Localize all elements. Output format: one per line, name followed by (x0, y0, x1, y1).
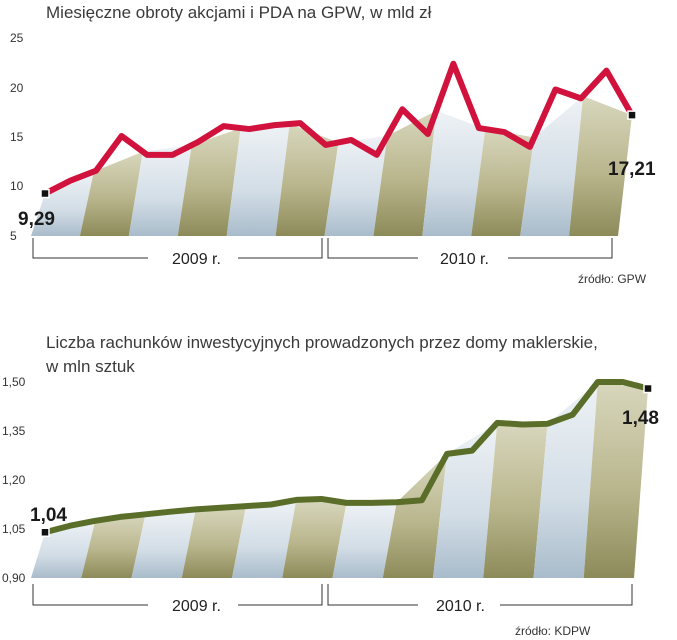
first-point-marker (40, 188, 50, 199)
plot-band (332, 502, 397, 578)
y-axis: 1,50 1,35 1,20 1,05 0,90 (2, 375, 26, 585)
y-tick-label: 1,35 (2, 424, 26, 438)
year-label: 2009 r. (172, 251, 221, 268)
plot-band (181, 506, 246, 578)
last-point-marker (627, 110, 637, 120)
year-label: 2009 r. (172, 598, 221, 615)
plot-band (569, 96, 632, 236)
plot-band (483, 422, 548, 578)
y-tick-label: 1,20 (2, 473, 26, 487)
chart-turnover: Miesięczne obroty akcjami i PDA na GPW, … (10, 3, 656, 286)
series-line (40, 60, 637, 199)
year-bracket-2009 (32, 238, 323, 259)
series-line (40, 379, 653, 538)
plot-band (232, 499, 297, 578)
last-point-marker (643, 383, 653, 394)
plot-band (520, 96, 584, 236)
last-value-label: 17,21 (608, 159, 656, 180)
plot-band (471, 129, 535, 236)
year-label: 2010 r. (440, 251, 489, 268)
y-tick-label: 1,05 (2, 522, 26, 536)
series-line-path (42, 60, 635, 197)
last-value-label: 1,48 (622, 408, 659, 429)
y-tick-label: 10 (10, 179, 24, 193)
plot-band (31, 171, 94, 236)
y-tick-label: 15 (10, 130, 24, 144)
first-point-marker (40, 527, 50, 538)
first-value-label: 9,29 (18, 209, 55, 230)
plot-band (373, 110, 437, 236)
y-tick-label: 25 (10, 31, 24, 45)
plot-band (533, 382, 598, 578)
year-bracket-2010 (327, 584, 633, 606)
plot-band (433, 422, 498, 578)
plot-band (128, 145, 192, 236)
plot-band (226, 123, 290, 236)
series-line-path (42, 379, 651, 536)
plot-band (131, 509, 196, 578)
plot-band (583, 382, 648, 578)
x-axis-years: 2009 r. 2010 r. (32, 238, 613, 268)
y-tick-label: 1,50 (2, 375, 26, 389)
y-axis: 25 20 15 10 5 (10, 31, 24, 243)
plot-band (81, 514, 146, 578)
y-tick-label: 5 (10, 229, 17, 243)
source-note: źródło: GPW (578, 272, 647, 286)
plot-bands (31, 382, 648, 578)
plot-band (177, 128, 241, 236)
source-note: źródło: KDPW (515, 624, 591, 638)
plot-band (324, 135, 388, 236)
plot-band (275, 123, 339, 236)
y-tick-label: 0,90 (2, 571, 26, 585)
chart-accounts: Liczba rachunków inwestycyjnych prowadzo… (2, 333, 659, 638)
plot-band (422, 110, 486, 236)
year-bracket-2009 (32, 584, 323, 606)
year-bracket-2010 (327, 238, 613, 259)
chart-title: Miesięczne obroty akcjami i PDA na GPW, … (46, 3, 432, 22)
y-tick-label: 20 (10, 81, 24, 95)
chart-title-line2: w mln sztuk (45, 357, 135, 376)
first-value-label: 1,04 (30, 505, 67, 526)
chart-title: Liczba rachunków inwestycyjnych prowadzo… (46, 333, 598, 352)
x-axis-years: 2009 r. 2010 r. (32, 584, 633, 615)
year-label: 2010 r. (436, 598, 485, 615)
plot-bands (31, 96, 632, 236)
plot-band (282, 499, 347, 578)
